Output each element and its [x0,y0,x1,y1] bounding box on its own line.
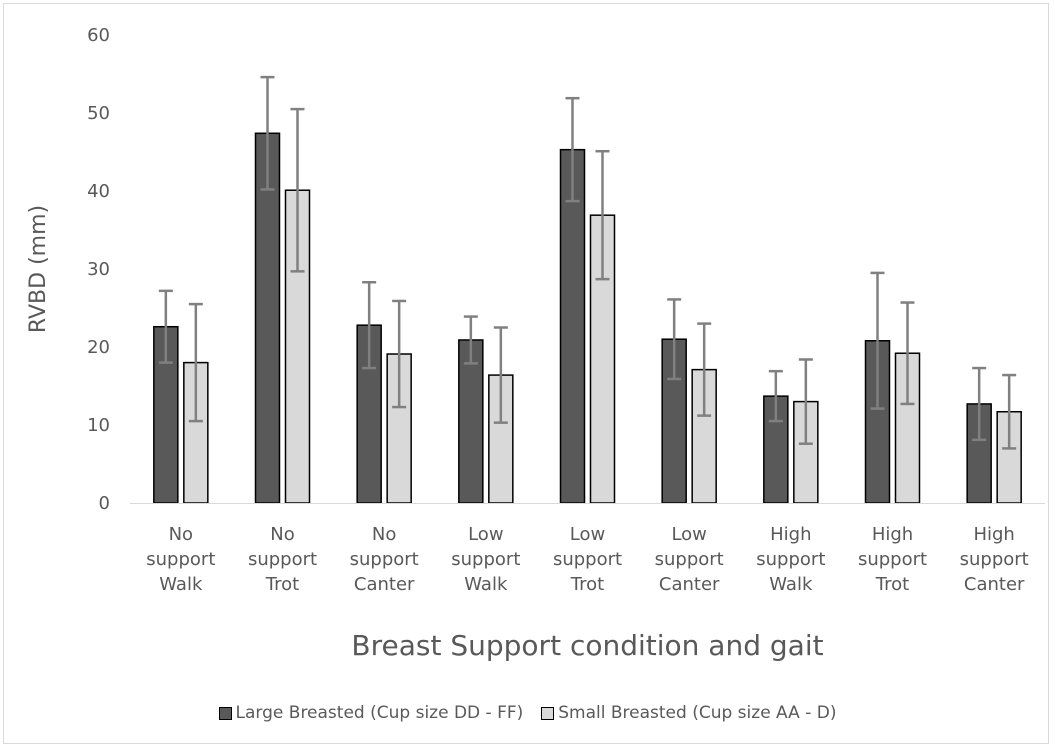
bars [153,132,1022,504]
y-tick-label: 0 [99,493,110,514]
x-category-label: High support Walk [756,524,825,595]
y-tick-label: 30 [87,259,110,280]
y-axis-ticks: 0 10 20 30 40 50 60 [87,25,110,514]
x-category-label: Low support Trot [553,524,622,595]
legend: Large Breasted (Cup size DD - FF) Small … [0,703,1055,723]
x-axis-category-labels: No support Walk No support Trot No support Cante… [146,524,1028,595]
legend-swatch-small [541,706,555,720]
bar-large [559,148,586,504]
x-category-label: High support Canter [960,524,1029,595]
x-category-label: No support Canter [350,524,419,595]
bar-large [763,395,789,504]
legend-label-small: Small Breasted (Cup size AA - D) [558,703,837,723]
y-tick-label: 60 [87,25,110,46]
x-category-label: Low support Canter [655,524,724,595]
x-axis-title: Breast Support condition and gait [351,629,823,662]
legend-label-large: Large Breasted (Cup size DD - FF) [235,703,524,723]
legend-item-large: Large Breasted (Cup size DD - FF) [218,703,524,723]
x-category-label: High support Trot [858,524,927,595]
legend-swatch-large [218,706,232,720]
error-bars [158,75,1017,450]
y-axis-title: RVBD (mm) [26,205,51,333]
bar-large [458,339,484,504]
y-tick-label: 50 [87,103,110,124]
x-category-label: Low support Walk [451,524,520,595]
chart-frame [3,3,1049,744]
x-category-label: No support Walk [146,524,215,595]
x-category-label: No support Trot [248,524,317,595]
y-tick-label: 40 [87,181,110,202]
legend-item-small: Small Breasted (Cup size AA - D) [541,703,836,723]
y-tick-label: 20 [87,337,110,358]
y-tick-label: 10 [87,415,110,436]
